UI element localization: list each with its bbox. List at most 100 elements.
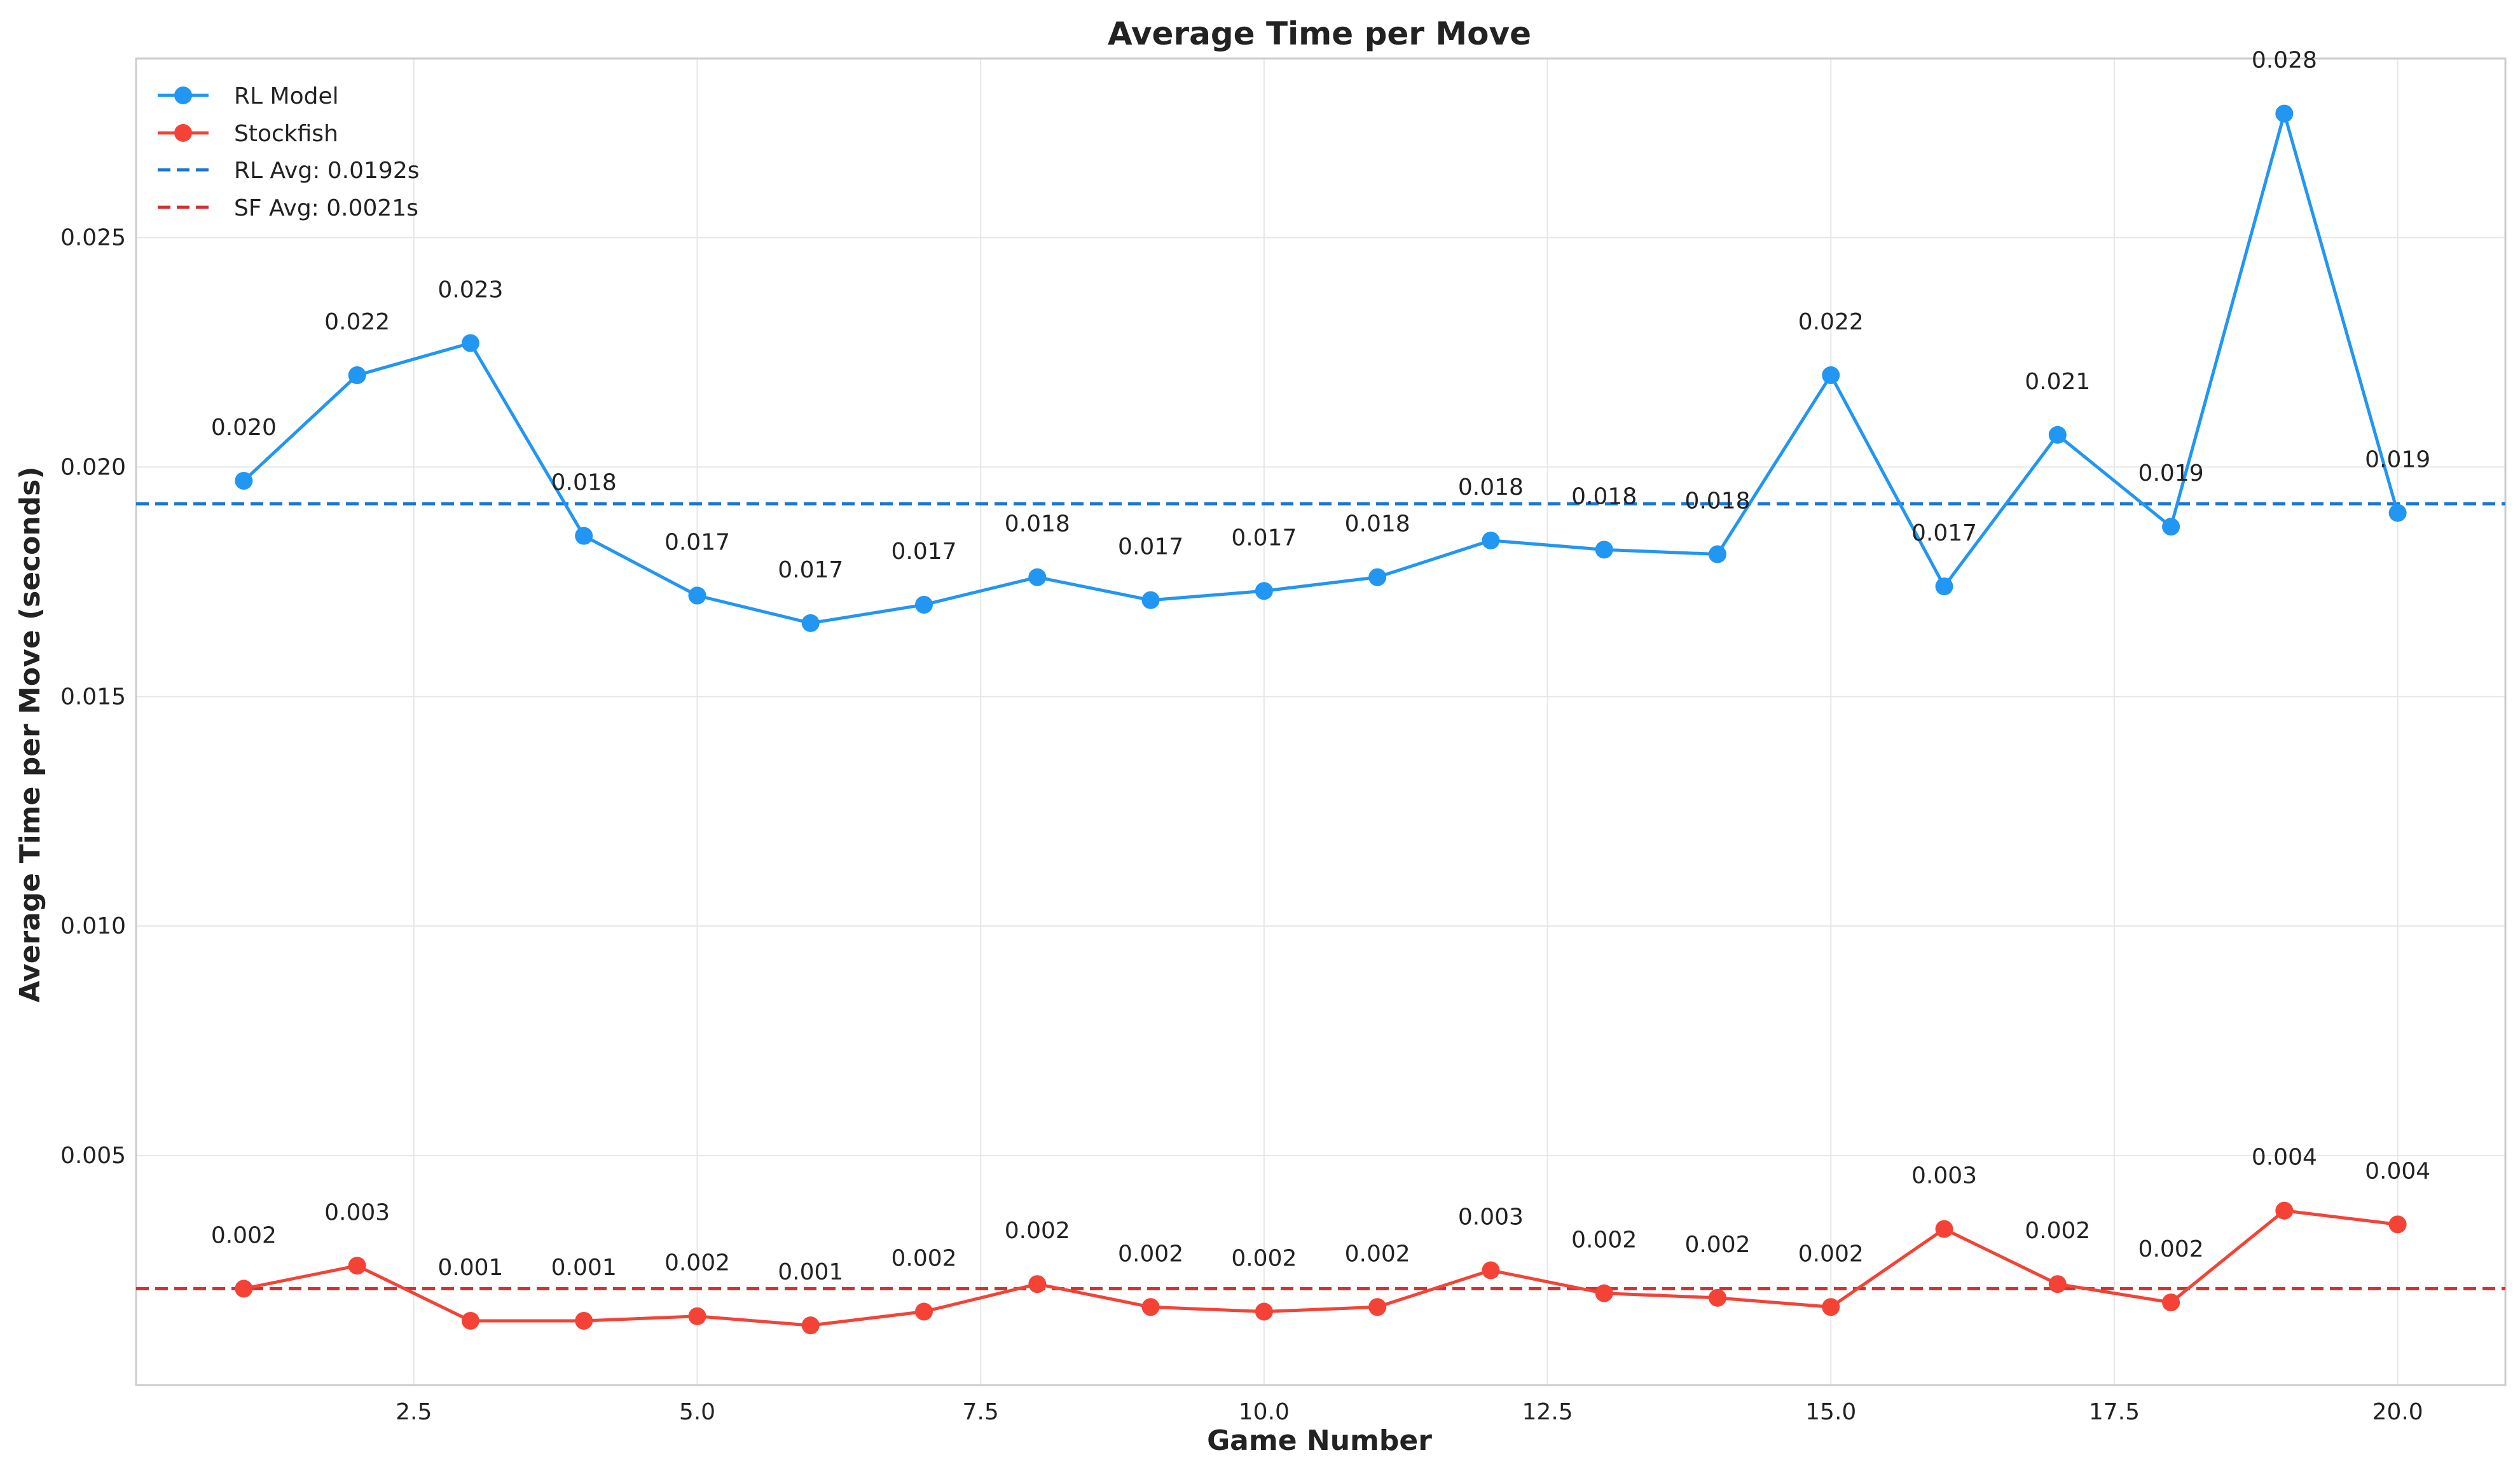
- data-point-rl-model: [915, 595, 933, 614]
- legend-label-rl-avg: RL Avg: 0.0192s: [234, 158, 419, 184]
- legend-marker-rl-model: [174, 86, 192, 104]
- data-label-stockfish: 0.003: [324, 1199, 390, 1225]
- legend-item-rl-model: RL Model: [158, 83, 339, 109]
- data-point-rl-model: [575, 527, 593, 545]
- data-point-rl-model: [2275, 104, 2294, 123]
- data-point-rl-model: [801, 614, 820, 632]
- x-axis-label: Game Number: [1207, 1424, 1432, 1457]
- data-label-stockfish: 0.002: [211, 1222, 277, 1248]
- x-tick-label: 15.0: [1805, 1399, 1856, 1425]
- data-label-stockfish: 0.003: [1911, 1163, 1977, 1189]
- data-point-rl-model: [1708, 545, 1726, 563]
- data-label-stockfish: 0.002: [1571, 1227, 1637, 1253]
- data-label-rl-model: 0.018: [551, 470, 617, 496]
- x-tick-label: 5.0: [679, 1399, 715, 1425]
- data-point-stockfish: [2048, 1275, 2067, 1293]
- x-tick-label: 2.5: [396, 1399, 432, 1425]
- legend: RL Model Stockfish RL Avg: 0.0192s SF Av…: [158, 83, 419, 221]
- data-point-rl-model: [1935, 577, 1953, 596]
- data-point-stockfish: [1595, 1284, 1613, 1302]
- legend-label-sf-avg: SF Avg: 0.0021s: [234, 195, 418, 221]
- data-label-stockfish: 0.002: [664, 1250, 730, 1276]
- series-line-rl-model: [242, 112, 2400, 625]
- data-point-rl-model: [461, 334, 479, 352]
- data-label-rl-model: 0.019: [2365, 447, 2430, 473]
- data-label-stockfish: 0.002: [1118, 1241, 1183, 1267]
- data-labels: 0.020 0.022 0.023 0.018 0.017 0.017 0.017 0.018…: [211, 48, 2430, 1286]
- data-label-stockfish: 0.001: [437, 1255, 503, 1281]
- data-label-stockfish: 0.002: [1345, 1241, 1410, 1267]
- data-point-stockfish: [1482, 1261, 1500, 1279]
- y-tick-label: 0.010: [60, 913, 126, 939]
- data-label-stockfish: 0.001: [778, 1259, 843, 1285]
- y-tick-label: 0.025: [60, 225, 126, 251]
- data-point-stockfish: [688, 1307, 706, 1325]
- data-point-stockfish: [2388, 1215, 2407, 1234]
- y-tick-label: 0.020: [60, 454, 126, 480]
- x-tick-label: 12.5: [1522, 1399, 1573, 1425]
- data-point-rl-model: [1368, 568, 1387, 586]
- data-label-stockfish: 0.003: [1458, 1204, 1524, 1231]
- data-point-stockfish: [1141, 1298, 1160, 1316]
- data-point-rl-model: [2162, 518, 2180, 536]
- plot-area-frame: [135, 57, 2507, 1386]
- data-label-stockfish: 0.002: [891, 1246, 956, 1272]
- legend-item-sf-avg: SF Avg: 0.0021s: [158, 195, 418, 221]
- tick-labels: 2.5 5.0 7.5 10.0 12.5 15.0 17.5 20.0 0.005 0.010 0…: [60, 225, 2423, 1425]
- data-label-rl-model: 0.019: [2138, 460, 2204, 486]
- data-point-rl-model: [235, 472, 253, 490]
- data-point-rl-model: [688, 586, 706, 605]
- reference-lines: [136, 502, 2505, 1290]
- data-point-stockfish: [348, 1257, 366, 1275]
- data-point-rl-model: [1255, 582, 1273, 600]
- data-point-stockfish: [1255, 1302, 1273, 1321]
- data-label-rl-model: 0.018: [1684, 488, 1750, 514]
- data-label-rl-model: 0.017: [1118, 534, 1183, 560]
- y-tick-label: 0.005: [60, 1143, 126, 1169]
- data-label-rl-model: 0.028: [2252, 48, 2317, 74]
- x-tick-label: 7.5: [963, 1399, 999, 1425]
- data-label-stockfish: 0.004: [2252, 1145, 2317, 1171]
- data-label-stockfish: 0.002: [2138, 1236, 2204, 1262]
- data-point-stockfish: [1935, 1220, 1953, 1238]
- data-label-rl-model: 0.018: [1571, 483, 1637, 509]
- data-point-rl-model: [348, 366, 366, 385]
- data-label-rl-model: 0.017: [1911, 520, 1977, 546]
- data-label-rl-model: 0.022: [1798, 309, 1864, 335]
- data-label-stockfish: 0.002: [1231, 1246, 1297, 1272]
- legend-label-stockfish: Stockfish: [234, 121, 338, 147]
- data-label-rl-model: 0.018: [1005, 511, 1070, 537]
- data-label-rl-model: 0.020: [211, 415, 277, 441]
- data-point-stockfish: [801, 1316, 820, 1335]
- data-point-stockfish: [235, 1279, 253, 1298]
- grid: [136, 59, 2505, 1385]
- chart-title: Average Time per Move: [1108, 15, 1531, 52]
- data-label-rl-model: 0.023: [437, 277, 503, 303]
- x-tick-label: 17.5: [2089, 1399, 2140, 1425]
- data-label-stockfish: 0.002: [1005, 1218, 1070, 1244]
- legend-item-stockfish: Stockfish: [158, 121, 338, 147]
- data-label-rl-model: 0.017: [664, 530, 730, 556]
- x-tick-label: 10.0: [1239, 1399, 1290, 1425]
- legend-item-rl-avg: RL Avg: 0.0192s: [158, 158, 419, 184]
- data-point-rl-model: [1595, 541, 1613, 559]
- data-point-rl-model: [2388, 504, 2407, 522]
- data-point-stockfish: [1028, 1275, 1047, 1293]
- data-point-stockfish: [461, 1311, 479, 1330]
- data-point-rl-model: [1028, 568, 1047, 586]
- data-label-rl-model: 0.018: [1458, 474, 1524, 500]
- data-label-rl-model: 0.021: [2025, 369, 2090, 395]
- data-point-rl-model: [2048, 425, 2067, 444]
- x-tick-label: 20.0: [2372, 1399, 2423, 1425]
- data-point-rl-model: [1482, 531, 1500, 549]
- data-point-stockfish: [1708, 1288, 1726, 1307]
- data-label-rl-model: 0.017: [1231, 525, 1297, 551]
- data-label-stockfish: 0.002: [1684, 1232, 1750, 1258]
- data-point-stockfish: [915, 1302, 933, 1321]
- series-line-stockfish: [243, 1209, 2398, 1327]
- data-label-rl-model: 0.022: [324, 309, 390, 335]
- data-label-rl-model: 0.017: [778, 557, 843, 583]
- data-point-stockfish: [575, 1311, 593, 1330]
